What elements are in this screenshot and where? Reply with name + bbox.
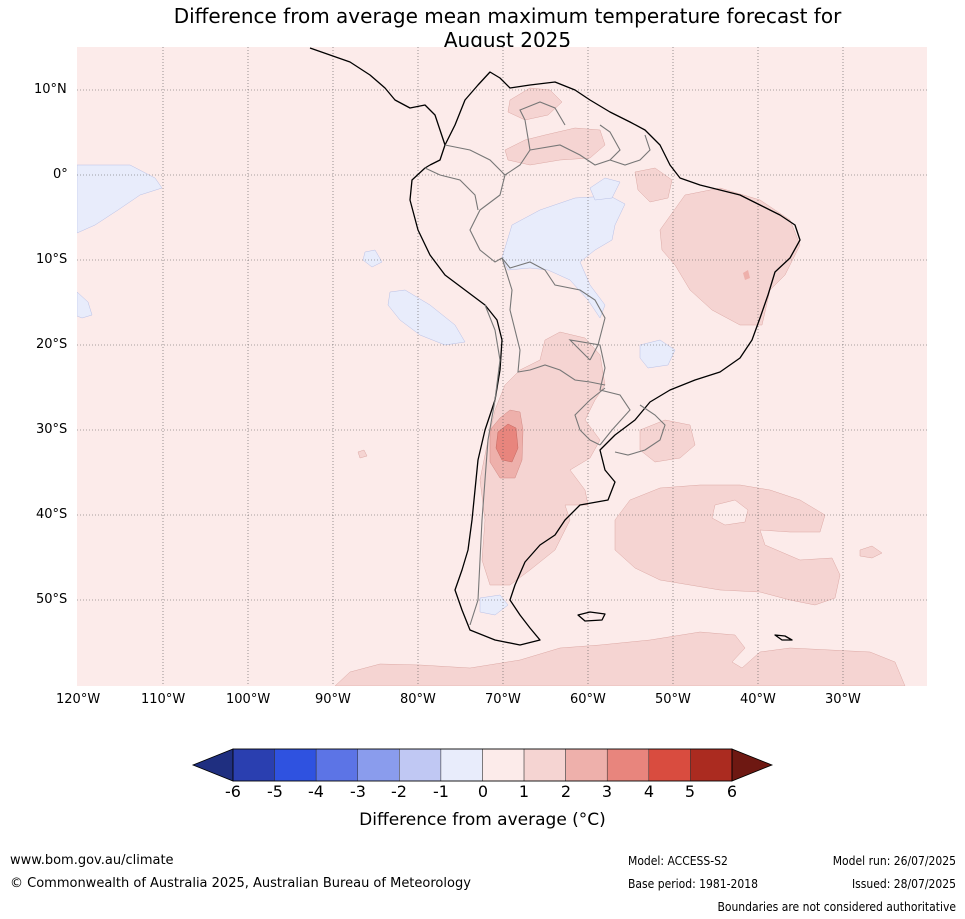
- lat-label-10n: 10°N: [34, 82, 67, 97]
- colorbar-tick: -6: [225, 782, 241, 801]
- footer-disclaimer: Boundaries are not considered authoritat…: [717, 900, 956, 914]
- lon-label-70w: 70°W: [485, 692, 521, 707]
- footer-model-run: Model run: 26/07/2025: [832, 854, 956, 868]
- anomaly-positive-peak: [495, 423, 519, 463]
- colorbar-tick: -5: [267, 782, 283, 801]
- graticule: [77, 47, 927, 686]
- colorbar-cell: [482, 748, 525, 782]
- colorbar-cell: [440, 748, 483, 782]
- anomaly-negative-pacific: [77, 164, 163, 234]
- colorbar-label: Difference from average (°C): [359, 810, 606, 830]
- anomaly-positive-small-2: [357, 449, 368, 459]
- lon-label-100w: 100°W: [226, 692, 271, 707]
- colorbar-cell: [232, 748, 275, 782]
- map-title-line1: Difference from average mean maximum tem…: [173, 4, 842, 28]
- lat-label-0: 0°: [53, 167, 68, 182]
- anomaly-positive-small-1: [859, 545, 883, 559]
- lat-label-20s: 20°S: [36, 337, 68, 352]
- anomaly-negative-ocean-1: [387, 289, 466, 346]
- lat-label-40s: 40°S: [36, 507, 68, 522]
- anomaly-positive-guiana: [634, 167, 673, 203]
- anomaly-positive-uruguay: [639, 419, 696, 463]
- footer-model: Model: ACCESS-S2: [628, 854, 728, 868]
- anomaly-negative-ocean-2: [362, 249, 383, 268]
- colorbar-tick: 0: [477, 782, 489, 801]
- map-title: Difference from average mean maximum tem…: [0, 4, 965, 52]
- lon-label-30w: 30°W: [825, 692, 861, 707]
- footer-base-period: Base period: 1981-2018: [628, 877, 759, 891]
- colorbar-tick: 4: [643, 782, 655, 801]
- colorbar-cell: [274, 748, 317, 782]
- coastline-south-georgia: [774, 634, 793, 641]
- colorbar-cell: [648, 748, 691, 782]
- colorbar-tick: -2: [391, 782, 407, 801]
- colorbar-tick: 3: [601, 782, 613, 801]
- anomaly-positive-south-atlantic-hole: [711, 499, 749, 526]
- colorbar-border: [232, 748, 733, 782]
- anomaly-positive-dot: [743, 270, 750, 280]
- lat-label-10s: 10°S: [36, 252, 68, 267]
- colorbar-cell: [315, 748, 358, 782]
- colorbar-cell: [523, 748, 566, 782]
- coastline-falklands: [577, 611, 606, 622]
- anomaly-negative-ocean-3: [77, 291, 93, 319]
- anomaly-negative-brazil: [639, 339, 676, 369]
- lat-label-30s: 30°S: [36, 422, 68, 437]
- colorbar-cell: [565, 748, 608, 782]
- colorbar-tick: -3: [350, 782, 366, 801]
- colorbar-tick: 5: [684, 782, 696, 801]
- lat-label-50s: 50°S: [36, 592, 68, 607]
- anomaly-fields: [77, 87, 906, 686]
- colorbar-tick: 6: [726, 782, 738, 801]
- lon-label-80w: 80°W: [400, 692, 436, 707]
- colorbar-cell: [357, 748, 400, 782]
- colorbar-tick: 2: [560, 782, 572, 801]
- anomaly-negative-amazon-north: [589, 177, 621, 201]
- footer-copyright: © Commonwealth of Australia 2025, Austra…: [10, 876, 471, 891]
- lon-label-90w: 90°W: [315, 692, 351, 707]
- colorbar-arrow-low: [191, 748, 234, 782]
- colorbar-arrow-high: [731, 748, 774, 782]
- lon-label-60w: 60°W: [570, 692, 606, 707]
- anomaly-positive-venezuela: [504, 127, 606, 166]
- country-borders: [424, 101, 666, 626]
- lon-label-40w: 40°W: [740, 692, 776, 707]
- footer-website: www.bom.gov.au/climate: [10, 853, 174, 868]
- colorbar-tick: 1: [518, 782, 530, 801]
- lon-label-110w: 110°W: [141, 692, 186, 707]
- anomaly-positive-southern-ocean: [334, 631, 906, 686]
- colorbar-cell: [606, 748, 650, 782]
- colorbar-cells: [191, 748, 774, 782]
- lon-label-50w: 50°W: [655, 692, 691, 707]
- colorbar-tick: -1: [433, 782, 449, 801]
- colorbar-tick: -4: [308, 782, 324, 801]
- anomaly-negative-patagonia: [479, 594, 509, 616]
- coastline-caribbean: [409, 71, 801, 646]
- colorbar-cell: [690, 748, 733, 782]
- footer-issued: Issued: 28/07/2025: [851, 877, 956, 891]
- colorbar-cell: [399, 748, 442, 782]
- lon-label-120w: 120°W: [56, 692, 101, 707]
